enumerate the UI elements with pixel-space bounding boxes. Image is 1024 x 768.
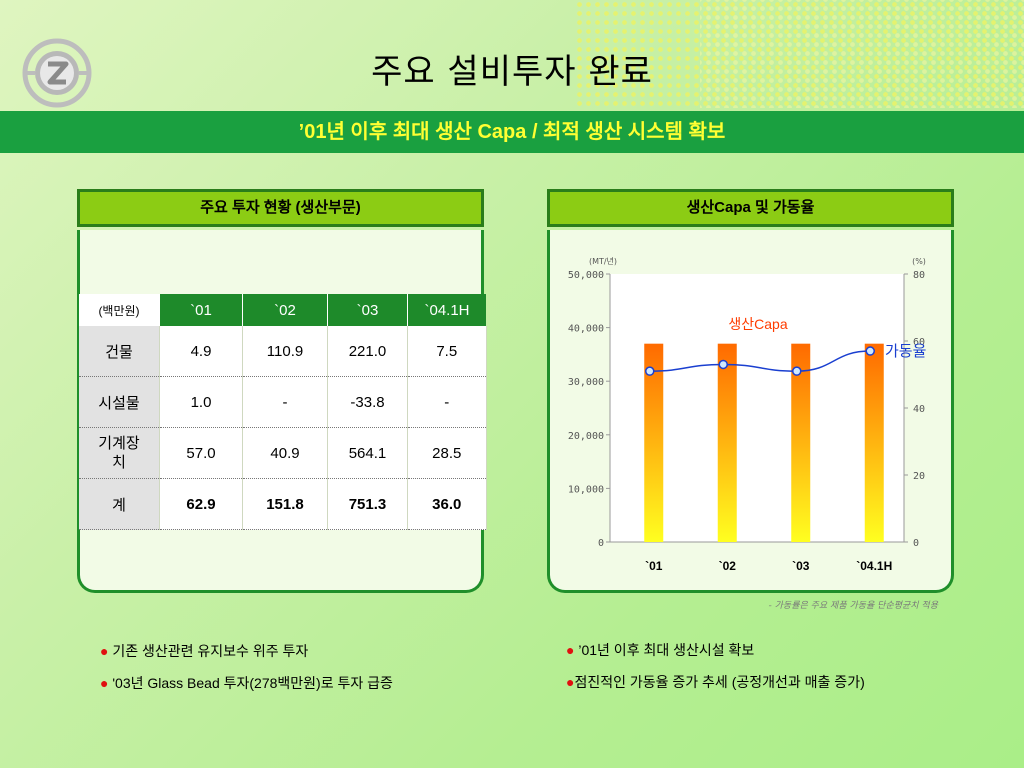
table-cell: 40.9 <box>242 427 328 479</box>
line-utilization <box>649 350 871 372</box>
list-item: ● ’01년 이후 최대 생산시설 확보 <box>566 640 946 660</box>
footnote: - 가동률은 주요 제품 가동율 단순평균치 적용 <box>768 601 938 611</box>
investment-panel-header: 주요 투자 현황 (생산부문) <box>77 189 484 227</box>
capa-chart: 0 10,000 20,000 30,000 40,000 50,000 0 20 40 60 80… <box>568 256 927 573</box>
y-tick-label-right: 0 <box>913 538 919 549</box>
x-tick-label: `03 <box>792 559 810 573</box>
y-axis-label-left: (MT/년) <box>589 256 617 266</box>
page-title: 주요 설비투자 완료 <box>371 52 653 92</box>
y-tick-label-left: 30,000 <box>568 377 604 388</box>
x-tick-label: `02 <box>719 559 737 573</box>
table-cell: 4.9 <box>159 326 243 377</box>
bullet-icon: ● <box>100 643 109 659</box>
capa-panel-header: 생산Capa 및 가동율 <box>547 189 954 227</box>
list-item: ●점진적인 가동율 증가 추세 (공정개선과 매출 증가) <box>566 672 936 692</box>
bullet-text: 기존 생산관련 유지보수 위주 투자 <box>112 643 309 659</box>
bullet-icon: ● <box>566 642 575 658</box>
row-label: 건물 <box>79 326 160 377</box>
y-tick-label-right: 60 <box>913 337 925 348</box>
table-cell: - <box>242 376 328 428</box>
bullet-text: ’01년 이후 최대 생산시설 확보 <box>578 642 755 658</box>
series-label-capa: 생산Capa <box>728 316 787 332</box>
table-cell: 57.0 <box>159 427 243 479</box>
row-label: 시설물 <box>79 376 160 428</box>
row-label: 계 <box>79 478 160 530</box>
bullet-icon: ● <box>100 675 109 691</box>
y-tick-label-left: 40,000 <box>568 324 604 335</box>
y-tick-label-right: 80 <box>913 270 925 281</box>
x-tick-label: `01 <box>645 559 663 573</box>
point-utilization <box>645 366 655 376</box>
table-row-total: 계 62.9 151.8 751.3 36.0 <box>79 478 487 530</box>
point-utilization <box>792 366 802 376</box>
table-cell: 28.5 <box>407 427 487 479</box>
y-tick-label-right: 20 <box>913 471 925 482</box>
y-tick-label-left: 50,000 <box>568 270 604 281</box>
list-item: ● 기존 생산관련 유지보수 위주 투자 <box>100 641 500 661</box>
point-utilization <box>865 346 875 356</box>
table-cell: -33.8 <box>327 376 408 428</box>
y-tick-label-left: 20,000 <box>568 431 604 442</box>
column-header: `01 <box>159 294 243 326</box>
bullet-text: '03년 Glass Bead 투자(278백만원)로 투자 급증 <box>112 675 393 691</box>
table-row: 시설물 1.0 - -33.8 - <box>79 376 487 428</box>
table-cell: 36.0 <box>407 478 487 530</box>
x-tick-label: `04.1H <box>856 559 892 573</box>
y-tick-label-left: 10,000 <box>568 484 604 495</box>
table-unit-label: (백만원) <box>79 294 160 326</box>
table-cell: 151.8 <box>242 478 328 530</box>
table-cell: 221.0 <box>327 326 408 377</box>
row-label: 기계장치 <box>79 427 160 479</box>
column-header: `04.1H <box>407 294 486 326</box>
list-item: ● '03년 Glass Bead 투자(278백만원)로 투자 급증 <box>100 673 500 693</box>
bullet-text: 점진적인 가동율 증가 추세 (공정개선과 매출 증가) <box>574 674 865 690</box>
table-row: 건물 4.9 110.9 221.0 7.5 <box>79 326 487 377</box>
investment-table: (백만원) `01 `02 `03 `04.1H 건물 4.9 110.9 22… <box>79 294 487 530</box>
bar-capa <box>644 343 664 542</box>
table-cell: - <box>407 376 487 428</box>
table-cell: 751.3 <box>327 478 408 530</box>
dot-pattern-decoration-2 <box>700 0 1024 108</box>
bullet-icon: ● <box>566 674 575 690</box>
bar-capa <box>791 343 811 542</box>
point-utilization <box>718 359 728 370</box>
table-cell: 110.9 <box>242 326 328 377</box>
column-header: `02 <box>242 294 328 326</box>
y-tick-label-left: 0 <box>598 538 604 549</box>
page-subtitle: ’01년 이후 최대 생산 Capa / 최적 생산 시스템 확보 <box>298 121 726 143</box>
table-cell: 1.0 <box>159 376 243 428</box>
y-axis-label-right: (%) <box>912 257 926 266</box>
y-tick-label-right: 40 <box>913 404 925 415</box>
subtitle-banner <box>0 111 1024 153</box>
company-logo-icon <box>22 38 92 108</box>
bar-capa <box>717 343 737 542</box>
table-cell: 62.9 <box>159 478 243 530</box>
table-cell: 7.5 <box>407 326 487 377</box>
column-header: `03 <box>327 294 408 326</box>
table-row: 기계장치 57.0 40.9 564.1 28.5 <box>79 427 487 479</box>
bar-capa <box>864 343 884 542</box>
table-cell: 564.1 <box>327 427 408 479</box>
series-label-utilization: 가동율 <box>885 343 926 360</box>
